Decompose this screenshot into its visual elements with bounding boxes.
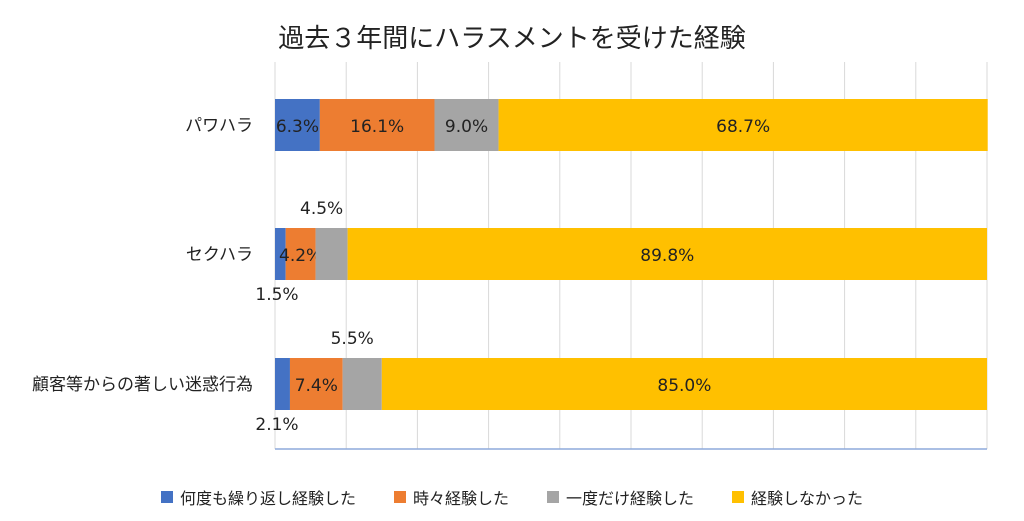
data-label: 85.0%	[657, 376, 711, 396]
legend-item: 経験しなかった	[732, 485, 863, 509]
legend-swatch	[393, 491, 406, 503]
legend-label: 一度だけ経験した	[566, 489, 695, 508]
legend-item: 一度だけ経験した	[547, 485, 694, 509]
bar-segment	[275, 228, 286, 280]
bar-segment	[285, 228, 316, 280]
legend-swatch	[732, 491, 745, 503]
legend-label: 何度も繰り返し経験した	[179, 489, 356, 508]
data-label: 4.2%	[279, 246, 322, 266]
legend: 何度も繰り返し経験した 時々経験した 一度だけ経験した 経験しなかった	[0, 485, 1024, 509]
bar-segment	[289, 358, 343, 410]
data-label: 68.7%	[716, 117, 770, 137]
bar-segment	[381, 358, 987, 410]
data-label: 89.8%	[640, 246, 694, 266]
bar-segment	[275, 99, 320, 151]
legend-label: 経験しなかった	[751, 489, 864, 508]
chart-title: 過去３年間にハラスメントを受けた経験	[278, 24, 746, 54]
category-label: 顧客等からの著しい迷惑行為	[32, 375, 253, 395]
bar-segment	[342, 358, 382, 410]
data-label: 1.5%	[255, 285, 298, 305]
data-label: 16.1%	[350, 117, 404, 137]
legend-item: 何度も繰り返し経験した	[160, 485, 356, 509]
data-label: 7.4%	[295, 376, 338, 396]
legend-item: 時々経験した	[393, 485, 509, 509]
category-label: パワハラ	[185, 116, 253, 136]
data-label: 2.1%	[255, 415, 298, 435]
legend-swatch	[547, 491, 559, 503]
legend-label: 時々経験した	[412, 489, 509, 508]
category-label: セクハラ	[186, 245, 253, 265]
bar-segment	[498, 99, 988, 151]
bar-segment	[347, 228, 987, 280]
legend-swatch	[160, 491, 173, 503]
data-label: 9.0%	[445, 117, 488, 137]
data-label: 5.5%	[331, 329, 374, 349]
bar-segment	[319, 99, 435, 151]
data-label: 4.5%	[300, 199, 343, 219]
bar-segment	[434, 99, 499, 151]
bar-segment	[275, 358, 290, 410]
bar-segment	[315, 228, 348, 280]
data-label: 6.3%	[276, 117, 319, 137]
